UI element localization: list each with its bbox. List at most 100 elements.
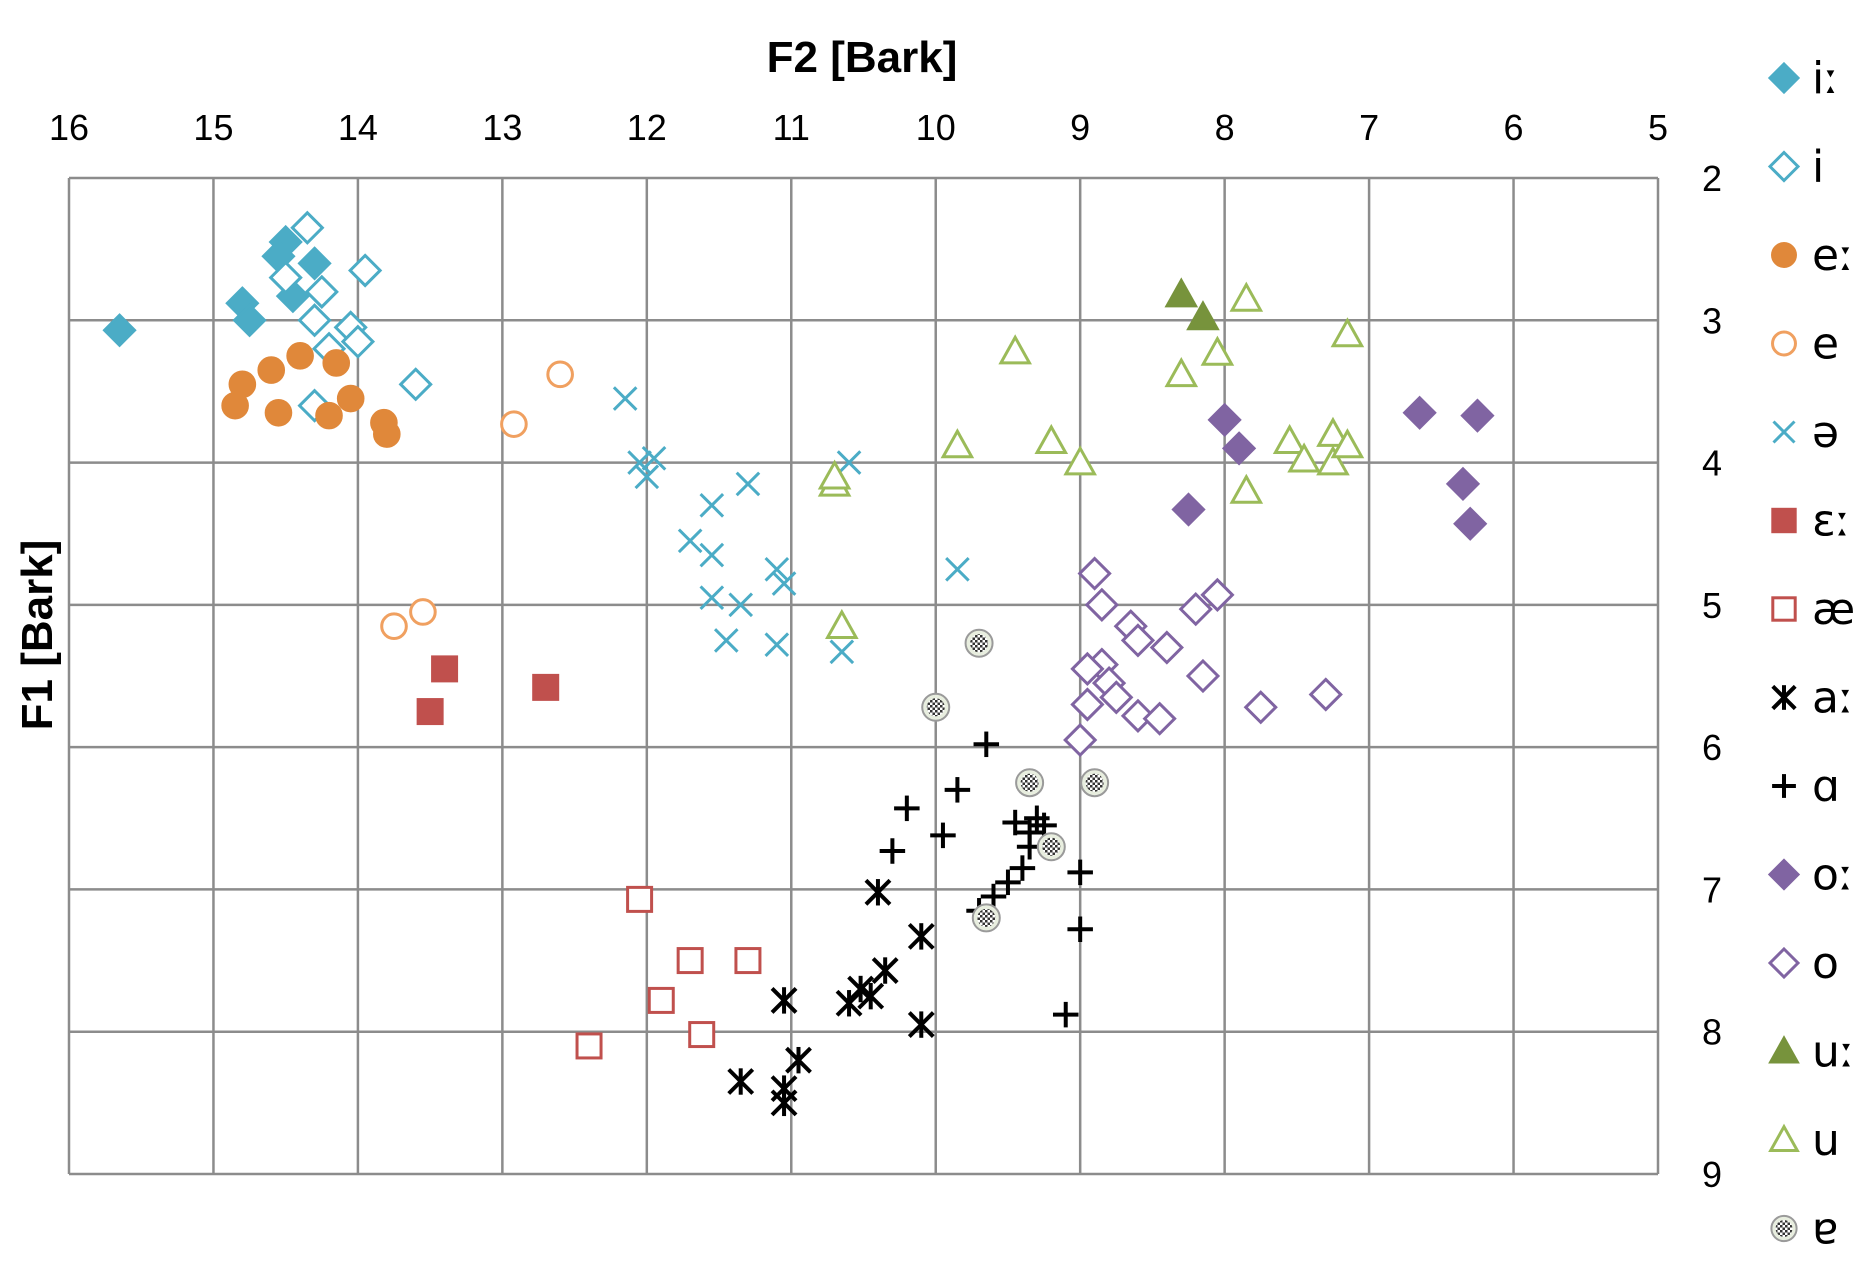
data-point: [1120, 623, 1156, 658]
data-point: [1186, 300, 1220, 331]
legend-marker: [1771, 242, 1797, 268]
data-point: [532, 673, 560, 701]
legend-item: ɑ: [1772, 761, 1840, 812]
y-tick-label: 2: [1702, 158, 1722, 199]
data-point: [1445, 466, 1481, 502]
x-tick-label: 6: [1504, 107, 1524, 148]
data-point: [612, 386, 638, 411]
data-point: [699, 492, 725, 518]
data-point: [980, 883, 1007, 910]
legend: iː i eː eə ɛː æ aː ɑ oː o uː uɐ: [1767, 53, 1855, 1255]
x-tick-label: 13: [482, 107, 522, 148]
data-point: [1171, 492, 1206, 527]
legend-item: o: [1767, 938, 1839, 989]
y-tick-label: 6: [1702, 727, 1722, 768]
data-point: [964, 628, 994, 658]
data-point: [221, 391, 249, 420]
data-point: [1063, 722, 1098, 758]
data-point: [998, 334, 1032, 365]
data-point: [1453, 506, 1488, 541]
legend-label: u: [1812, 1115, 1840, 1166]
data-point: [297, 303, 332, 338]
data-point: [879, 838, 906, 864]
data-point: [907, 1011, 935, 1039]
data-point: [940, 428, 975, 459]
data-point: [409, 598, 437, 626]
series-3: [380, 360, 574, 641]
data-point: [945, 556, 970, 582]
y-tick-label: 3: [1702, 300, 1722, 341]
data-point: [297, 246, 332, 281]
data-point: [770, 1089, 798, 1117]
data-point: [930, 822, 956, 849]
data-point: [1287, 442, 1321, 473]
legend-label: ɛː: [1812, 496, 1851, 547]
data-point: [829, 639, 855, 665]
data-point: [771, 571, 797, 596]
data-point: [1077, 556, 1112, 591]
legend-marker: [1771, 684, 1797, 711]
legend-item: ɛː: [1771, 496, 1851, 547]
legend-label: iː: [1812, 53, 1839, 104]
legend-item: ə: [1772, 407, 1839, 458]
data-point: [257, 356, 286, 384]
x-tick-label: 16: [49, 107, 89, 148]
x-tick-label: 7: [1359, 107, 1379, 148]
data-point: [907, 922, 935, 950]
data-point: [825, 608, 859, 639]
series-7: [727, 878, 935, 1117]
data-point: [546, 360, 574, 389]
legend-item: ɐ: [1770, 1204, 1838, 1255]
data-point: [641, 445, 667, 471]
data-point: [290, 210, 325, 245]
data-point: [727, 1068, 755, 1095]
legend-label: o: [1812, 938, 1839, 989]
data-point: [1070, 687, 1105, 722]
data-point: [1229, 473, 1264, 504]
data-point: [1402, 395, 1437, 430]
legend-item: æ: [1771, 584, 1855, 635]
data-point: [232, 303, 267, 338]
data-point: [575, 1032, 603, 1060]
data-point: [1229, 281, 1264, 312]
legend-marker: [1767, 61, 1801, 95]
data-point: [1185, 658, 1221, 694]
data-point: [1272, 423, 1307, 454]
legend-label: oː: [1812, 850, 1854, 901]
legend-item: aː: [1771, 673, 1854, 724]
data-point: [286, 342, 314, 370]
series-12: [817, 281, 1365, 639]
x-tick-label: 5: [1648, 107, 1668, 148]
legend-label: i: [1812, 142, 1824, 193]
data-point: [995, 869, 1021, 896]
data-point: [1178, 592, 1213, 627]
data-point: [1084, 587, 1119, 622]
data-point: [973, 731, 1000, 758]
data-point: [1067, 859, 1093, 886]
data-point: [500, 410, 528, 438]
data-point: [1080, 768, 1110, 798]
legend-marker: [1771, 507, 1797, 534]
data-point: [1052, 1001, 1079, 1028]
data-point: [1460, 398, 1495, 433]
data-point: [699, 585, 725, 611]
data-point: [304, 274, 339, 309]
legend-item: e: [1771, 319, 1839, 370]
legend-item: u: [1768, 1115, 1840, 1166]
data-point: [785, 1046, 812, 1074]
legend-marker: [1772, 774, 1796, 798]
data-point: [1099, 680, 1134, 715]
legend-marker: [1771, 596, 1797, 622]
data-point: [817, 459, 852, 490]
legend-marker: [1767, 946, 1801, 980]
legend-label: eː: [1812, 230, 1854, 281]
legend-label: ɑ: [1812, 761, 1840, 812]
legend-marker: [1767, 858, 1801, 891]
series-2: [221, 342, 401, 448]
data-points: [102, 210, 1495, 1117]
data-point: [634, 464, 660, 490]
series-13: [921, 628, 1110, 933]
series-5: [416, 655, 560, 726]
